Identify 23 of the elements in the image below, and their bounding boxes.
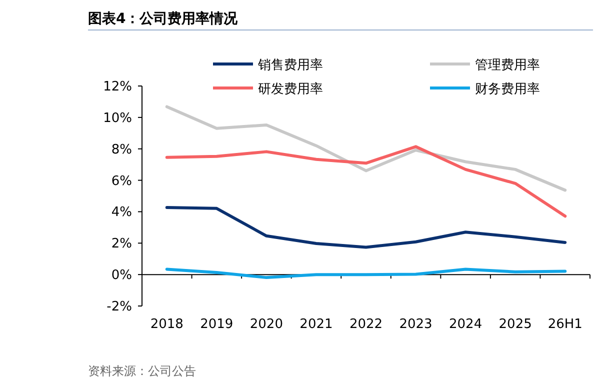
- x-tick-label: 2025: [498, 317, 532, 332]
- x-tick-label: 2024: [449, 317, 482, 332]
- x-tick-label: 2023: [399, 317, 432, 332]
- y-tick-label: 6%: [111, 174, 132, 189]
- y-tick-label: 8%: [111, 142, 132, 158]
- x-tick-label: 2018: [150, 317, 184, 332]
- legend-label: 销售费用率: [257, 57, 323, 73]
- legend-label: 财务费用率: [475, 81, 540, 97]
- y-tick-label: -2%: [106, 300, 132, 314]
- x-tick-label: 26H1: [548, 317, 582, 332]
- y-tick-label: 4%: [111, 205, 132, 220]
- x-tick-label: 2020: [250, 317, 283, 332]
- legend-label: 研发费用率: [258, 81, 323, 97]
- legend-label: 管理费用率: [475, 57, 540, 73]
- x-tick-label: 2021: [300, 317, 333, 332]
- y-tick-label: 0%: [111, 268, 132, 284]
- y-tick-label: 2%: [111, 236, 132, 252]
- y-tick-label: 12%: [103, 80, 132, 94]
- chart-title: 图表4：公司费用率情况: [88, 10, 239, 27]
- x-tick-label: 2019: [200, 317, 234, 332]
- y-tick-label: 10%: [103, 110, 132, 126]
- text: 资料来源：公司公告: [88, 364, 196, 378]
- x-tick-label: 2022: [349, 317, 383, 332]
